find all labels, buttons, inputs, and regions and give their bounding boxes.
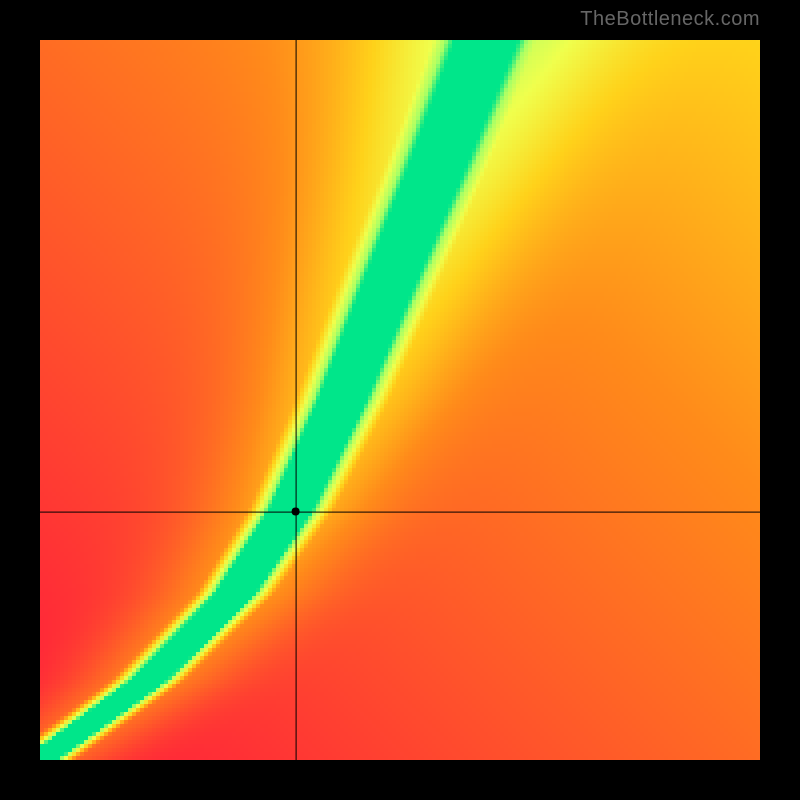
heatmap-plot bbox=[40, 40, 760, 760]
watermark-text: TheBottleneck.com bbox=[580, 8, 760, 31]
heatmap-canvas bbox=[40, 40, 760, 760]
chart-frame: TheBottleneck.com bbox=[0, 0, 800, 800]
